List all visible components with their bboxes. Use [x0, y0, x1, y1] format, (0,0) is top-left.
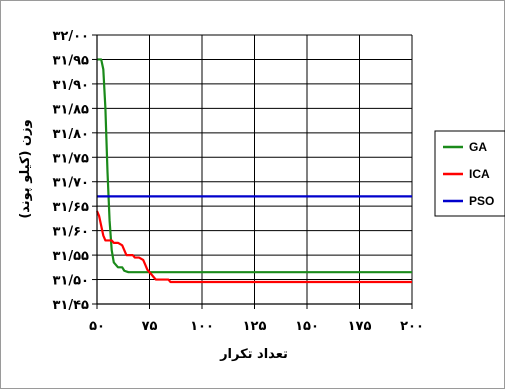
gridlines — [96, 34, 413, 305]
tick-labels: ۳۱/۴۵ ۳۱/۵۰ ۳۱/۵۵ ۳۱/۶۰ ۳۱/۶۵ ۳۱/۷۰ ۳۱/۷۵ ۳۱/۸۰… — [53, 29, 424, 334]
legend-label-ica: ICA — [469, 167, 490, 181]
y-tick-label: ۳۱/۹۰ — [53, 78, 90, 93]
x-tick-label: ۱۷۵ — [348, 319, 372, 334]
series-lines — [95, 58, 412, 284]
x-tick-label: ۷۵ — [142, 319, 158, 334]
legend-label-ga: GA — [469, 140, 487, 154]
y-tick-label: ۳۱/۸۵ — [53, 102, 90, 117]
y-tick-label: ۳۱/۷۰ — [53, 176, 90, 191]
x-axis-title: تعداد تکرار — [219, 347, 288, 362]
y-tick-label: ۳۱/۷۵ — [53, 151, 90, 166]
y-tick-label: ۳۲/۰۰ — [53, 29, 90, 44]
y-tick-label: ۳۱/۴۵ — [53, 298, 90, 313]
y-tick-label: ۳۱/۵۰ — [53, 274, 90, 289]
x-tick-label: ۱۰۰ — [190, 319, 214, 334]
legend-label-pso: PSO — [469, 194, 494, 208]
y-tick-label: ۳۱/۶۵ — [53, 200, 90, 215]
y-tick-label: ۳۱/۵۵ — [53, 249, 90, 264]
x-tick-label: ۵۰ — [89, 319, 105, 334]
y-tick-label: ۳۱/۹۵ — [53, 53, 90, 68]
x-tick-label: ۲۰۰ — [400, 319, 424, 334]
series-line-ica — [95, 210, 412, 284]
y-axis-title: وزن (کیلو پوند) — [18, 119, 33, 218]
series-line-ga — [97, 58, 412, 274]
y-tick-label: ۳۱/۸۰ — [53, 127, 90, 142]
y-tick-label: ۳۱/۶۰ — [53, 225, 90, 240]
legend: GA ICA PSO — [434, 130, 505, 217]
x-tick-label: ۱۵۰ — [295, 319, 319, 334]
axes — [92, 34, 413, 309]
x-tick-label: ۱۲۵ — [243, 319, 267, 334]
